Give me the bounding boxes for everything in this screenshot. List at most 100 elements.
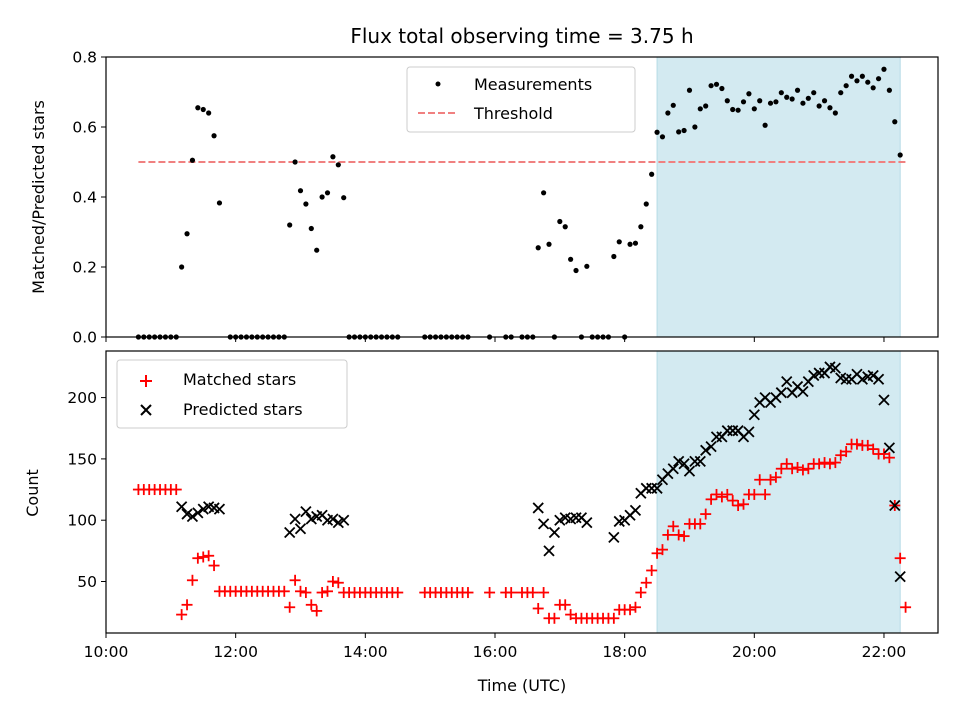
matched-star-point: [738, 498, 750, 510]
measurements-legend-marker: [435, 81, 441, 87]
chart-title: Flux total observing time = 3.75 h: [350, 24, 693, 48]
predicted-star-point: [532, 502, 544, 514]
measurement-point: [562, 224, 568, 230]
measurement-point: [848, 73, 855, 79]
matched-star-point: [802, 463, 814, 475]
predicted-star-point: [300, 505, 312, 518]
measurement-point: [676, 129, 682, 135]
measurement-point: [703, 103, 709, 109]
matched-star-point: [316, 587, 328, 599]
matched-star-point: [824, 458, 836, 470]
matched-star-point: [284, 601, 296, 613]
matched-star-point: [710, 488, 722, 500]
matched-star-point: [900, 601, 912, 613]
measurement-point: [757, 98, 763, 104]
measurement-point: [735, 107, 741, 113]
matched-star-point: [716, 491, 728, 503]
matched-star-point: [327, 576, 339, 588]
measurement-point: [854, 78, 860, 84]
matched-star-point: [532, 602, 544, 614]
measurement-point: [800, 100, 806, 106]
measurement-point: [692, 124, 698, 130]
measurement-point: [654, 129, 660, 135]
measurement-point: [335, 162, 341, 168]
matched-star-point: [278, 585, 290, 597]
matched-star-point: [775, 463, 787, 475]
predicted-star-point: [651, 482, 663, 494]
measurement-point: [557, 218, 563, 225]
measurement-point: [762, 122, 768, 128]
bottom-highlight-region: [656, 351, 901, 633]
bottom-legend-box: [116, 359, 348, 429]
measurement-point: [805, 95, 811, 101]
measurement-point: [649, 171, 655, 177]
measurement-point: [341, 195, 347, 201]
matched-star-point: [322, 585, 334, 597]
predicted-legend-marker: [140, 404, 152, 416]
measurement-point: [573, 267, 579, 274]
measurement-point: [784, 94, 790, 100]
matched-star-point: [840, 446, 852, 458]
measurement-point: [838, 90, 844, 96]
matched-star-point: [505, 587, 517, 599]
matched-star-point: [640, 577, 652, 589]
legend-measurements-label: Measurements: [474, 75, 592, 94]
matched-star-point: [748, 488, 760, 500]
predicted-star-point: [537, 518, 550, 530]
matched-star-point: [732, 499, 744, 511]
measurement-point: [832, 110, 838, 116]
bottom-axes: 50 100 150 200 10:00 12:00 14:00 16:00 18:00 20:0…: [67, 350, 939, 661]
y-tick-label: 0.0: [72, 329, 97, 347]
predicted-star-point: [284, 526, 296, 539]
matched-star-point: [635, 587, 647, 599]
measurement-point: [697, 106, 703, 112]
predicted-star-point: [186, 510, 199, 523]
y-tick-label: 150: [67, 450, 97, 468]
measurement-point: [541, 190, 547, 196]
predicted-star-point: [694, 455, 706, 467]
measurement-point: [767, 100, 774, 106]
matched-star-point: [721, 488, 733, 500]
measurement-point: [821, 98, 828, 104]
predicted-star-point: [889, 499, 901, 512]
measurement-point: [886, 87, 892, 93]
measurement-point: [195, 105, 201, 111]
measurement-point: [670, 102, 676, 108]
predicted-star-point: [878, 394, 890, 406]
y-tick-label: 0.6: [72, 119, 97, 137]
measurement-point: [751, 106, 757, 112]
measurement-point: [324, 190, 331, 196]
x-tick-label: 12:00: [213, 643, 258, 661]
measurement-point: [616, 239, 622, 245]
x-axis-label: Time (UTC): [477, 676, 566, 695]
measurement-point: [859, 73, 865, 79]
measurement-point: [211, 133, 217, 139]
x-tick-label: 10:00: [84, 643, 129, 661]
x-tick-label: 16:00: [473, 643, 518, 661]
matched-star-point: [727, 495, 739, 507]
measurement-point: [865, 79, 871, 85]
axes-frame: [105, 350, 939, 634]
measurement-point: [184, 231, 190, 237]
predicted-star-point: [797, 385, 809, 398]
measurement-point: [292, 159, 298, 165]
legend-threshold-label: Threshold: [473, 104, 553, 123]
measurement-point: [881, 66, 887, 72]
measurement-point: [778, 90, 784, 96]
y-tick-label: 100: [67, 512, 97, 530]
bottom-panel: 50 100 150 200 10:00 12:00 14:00 16:00 18:00 20:0…: [23, 350, 939, 661]
top-panel: 0.00.20.40.60.8 Matched/Predicted stars …: [29, 49, 939, 347]
top-y-axis-label: Matched/Predicted stars: [29, 100, 48, 294]
measurement-point: [681, 127, 687, 134]
matched-star-point: [538, 587, 550, 599]
measurement-point: [892, 119, 898, 125]
matched-star-point: [781, 458, 793, 470]
predicted-star-point: [338, 514, 350, 526]
matched-star-point: [176, 609, 188, 621]
matched-star-point: [819, 457, 831, 469]
matched-star-point: [759, 488, 771, 500]
top-highlight-region: [656, 57, 901, 337]
matched-star-point: [662, 529, 674, 541]
matched-star-point: [548, 612, 560, 624]
